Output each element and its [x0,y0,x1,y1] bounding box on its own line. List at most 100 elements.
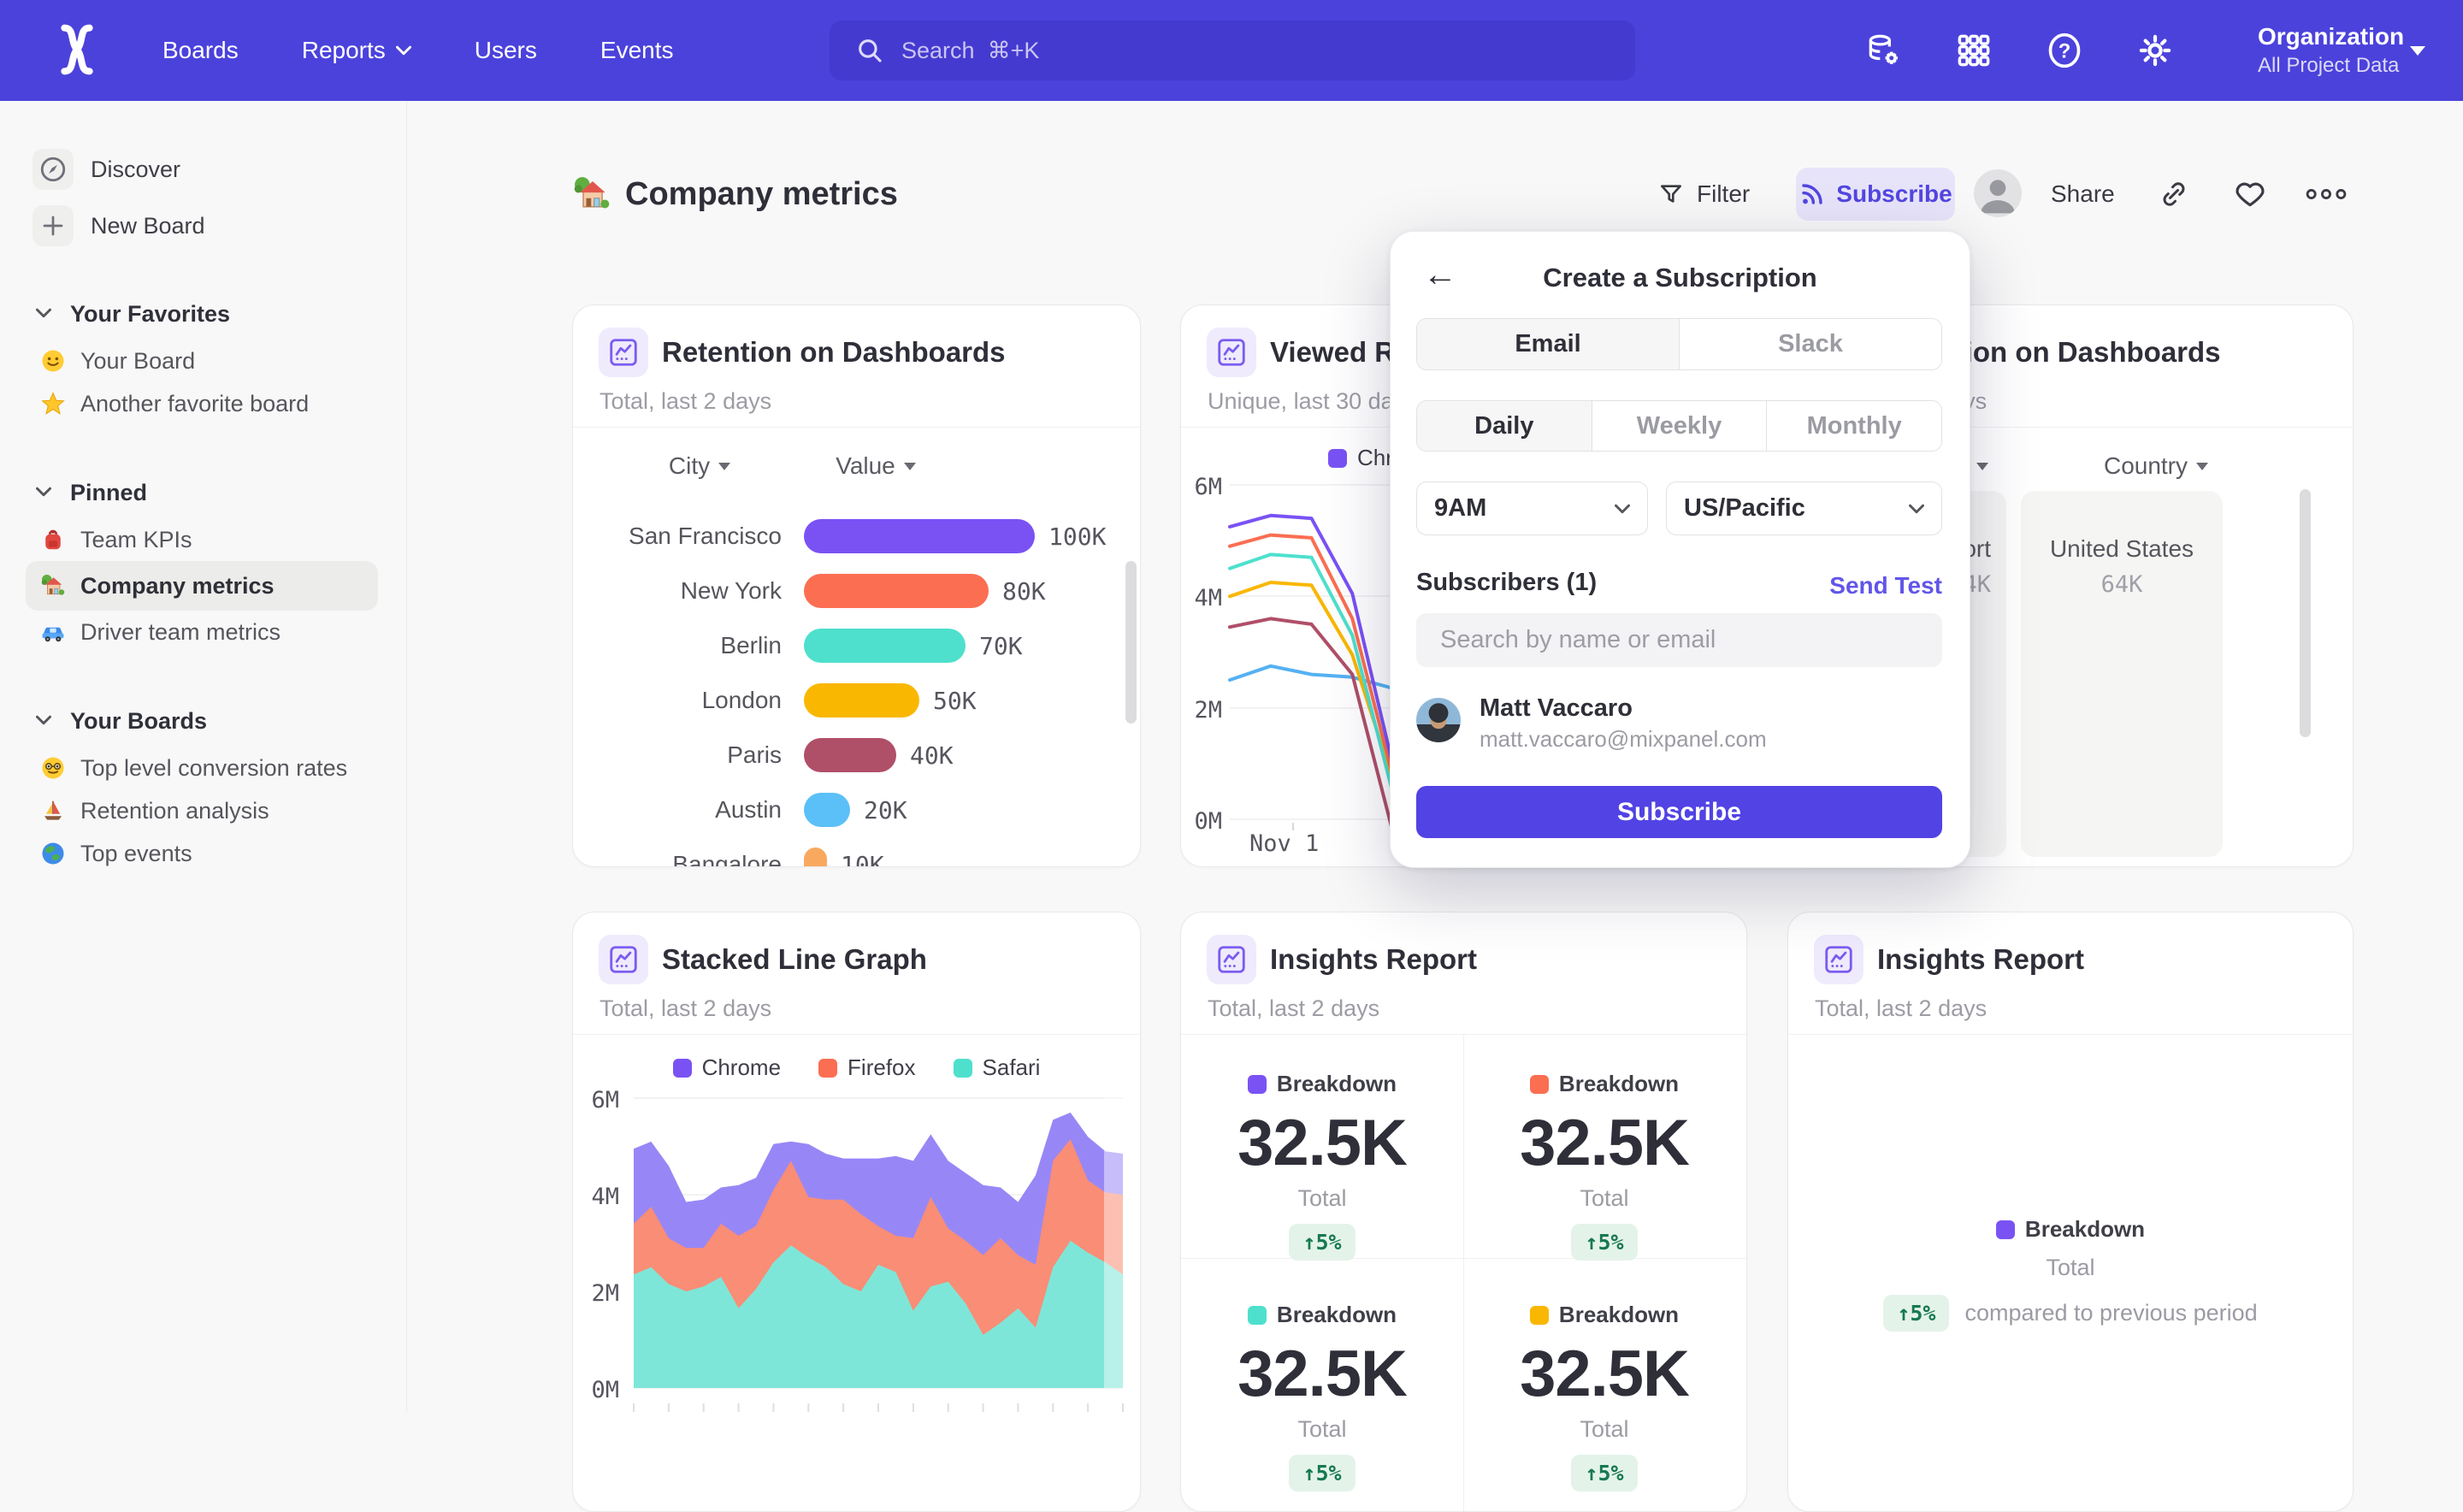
sidebar-new-board-label: New Board [91,212,205,239]
column-header-country[interactable]: Country [2070,452,2242,480]
row-value-label: 80K [1002,576,1046,605]
nav-events[interactable]: Events [600,37,674,63]
table-row: San Francisco 100K [573,509,1140,564]
svg-text:?: ? [2058,39,2071,62]
legend-label: Breakdown [1558,1071,1680,1096]
settings-gear-icon[interactable] [2136,32,2174,69]
legend-item-breakdown: Breakdown [1485,1302,1724,1328]
house-garden-icon [39,572,67,599]
metric-total-label: Total [1580,1185,1629,1211]
metric-total-label: Total [1580,1416,1629,1442]
legend-swatch [1247,1074,1267,1094]
legend-item-firefox[interactable]: Firefox [818,1054,916,1081]
nav-reports[interactable]: Reports [302,37,411,64]
subscribers-label: Subscribers (1) [1416,569,1598,596]
row-value-label: 10K [841,850,884,867]
sidebar-item-another-favorite-board[interactable]: Another favorite board [26,382,378,425]
tab-weekly[interactable]: Weekly [1591,401,1767,451]
nav-users[interactable]: Users [474,37,537,63]
legend-label: Chrome [701,1054,782,1080]
legend-item-safari[interactable]: Safari [953,1054,1040,1081]
row-value-label: 20K [864,795,907,824]
tab-email[interactable]: Email [1417,319,1679,369]
metric-quadrant: Breakdown 32.5K Total ↑5% [1202,1302,1442,1491]
column-header-city[interactable]: City [631,452,768,480]
tab-daily[interactable]: Daily [1417,401,1592,451]
table-row: Berlin 70K [573,618,1140,673]
modal-subscribe-button[interactable]: Subscribe [1416,786,1942,838]
report-chart-icon [1814,935,1863,984]
column-header-value[interactable]: Value [807,452,944,480]
row-value-bar [804,848,827,866]
sidebar-item-your-board[interactable]: Your Board [26,340,378,382]
favorite-heart-icon[interactable] [2234,168,2266,221]
card-title: Insights Report [1877,943,2085,975]
legend-item-breakdown: Breakdown [1485,1071,1724,1097]
nav-boards[interactable]: Boards [162,37,239,63]
sidebar-item-company-metrics[interactable]: Company metrics [26,561,378,611]
search-input[interactable]: Search ⌘+K [830,21,1635,80]
mixpanel-logo-icon[interactable] [50,22,104,77]
org-switcher[interactable]: Organization All Project Data [2258,0,2404,101]
row-city-label: New York [680,577,782,604]
time-select[interactable]: 9AM [1416,481,1648,535]
sidebar-section-your-boards[interactable]: Your Boards [36,708,406,735]
sidebar-section-your-favorites[interactable]: Your Favorites [36,301,406,328]
filter-button[interactable]: Filter [1657,168,1750,221]
tab-slack[interactable]: Slack [1679,319,1941,369]
apps-grid-icon[interactable] [1955,32,1993,69]
delta-badge: ↑5% [1571,1224,1638,1261]
filter-funnel-icon [1661,185,1681,203]
subscriber-search-input[interactable]: Search by name or email [1416,613,1942,667]
row-value-bar [804,683,919,718]
metric-total-label: Total [2046,1255,2095,1280]
copy-link-icon[interactable] [2159,168,2189,221]
more-options-button[interactable] [2304,168,2348,221]
help-icon[interactable]: ? [2046,32,2083,69]
sidebar-section-label: Your Favorites [70,301,231,327]
sidebar-item-driver-team-metrics[interactable]: Driver team metrics [26,611,378,653]
scrollbar[interactable] [1125,561,1137,724]
timezone-select[interactable]: US/Pacific [1666,481,1942,535]
metric-value: 32.5K [1237,1338,1408,1410]
sidebar-discover-label: Discover [91,156,181,182]
legend-item-chrome[interactable]: Chrome [672,1054,782,1081]
sidebar-item-label: Your Board [80,347,196,374]
legend-label: Firefox [848,1054,916,1080]
chevron-down-icon [36,714,51,729]
share-button[interactable]: Share [2051,180,2115,207]
chevron-down-icon [395,45,411,56]
legend-swatch [1529,1305,1549,1325]
legend-label: Breakdown [1558,1302,1680,1327]
metric-quadrant: Breakdown 32.5K Total ↑5% [1485,1071,1724,1261]
compass-icon [32,149,74,190]
sidebar-item-label: Top events [80,840,192,866]
subscribe-button[interactable]: Subscribe [1796,168,1955,221]
data-management-icon[interactable] [1864,32,1902,69]
sidebar-item-retention-analysis[interactable]: Retention analysis [26,789,378,832]
x-tick-label: Nov 1 [1249,830,1320,857]
row-value-label: 50K [933,686,977,715]
send-test-link[interactable]: Send Test [1829,572,1942,599]
delta-badge: ↑5% [1571,1455,1638,1491]
tile-united-states[interactable]: United States 64K [2021,491,2223,857]
row-value-label: 70K [979,631,1023,660]
legend-label: Breakdown [1276,1302,1397,1327]
row-value-bar [804,793,850,827]
sidebar-item-top-events[interactable]: Top events [26,832,378,875]
sidebar-item-top-level-conversion-rates[interactable]: Top level conversion rates [26,747,378,789]
user-avatar[interactable] [1974,169,2022,217]
sidebar-section-pinned[interactable]: Pinned [36,480,406,506]
scrollbar[interactable] [2300,489,2311,737]
sidebar-new-board[interactable]: New Board [32,205,406,246]
tab-monthly[interactable]: Monthly [1766,401,1941,451]
stacked-area-chart [633,1092,1124,1412]
metric-value: 32.5K [1237,1107,1408,1179]
table-row: London 50K [573,673,1140,728]
sidebar-item-team-kpis[interactable]: Team KPIs [26,518,378,561]
back-arrow-icon[interactable]: ← [1423,256,1457,293]
tile-label: United States [2049,535,2194,562]
delta-badge: ↑5% [1289,1224,1356,1261]
sidebar-discover[interactable]: Discover [32,149,406,190]
chevron-down-icon [36,307,51,322]
